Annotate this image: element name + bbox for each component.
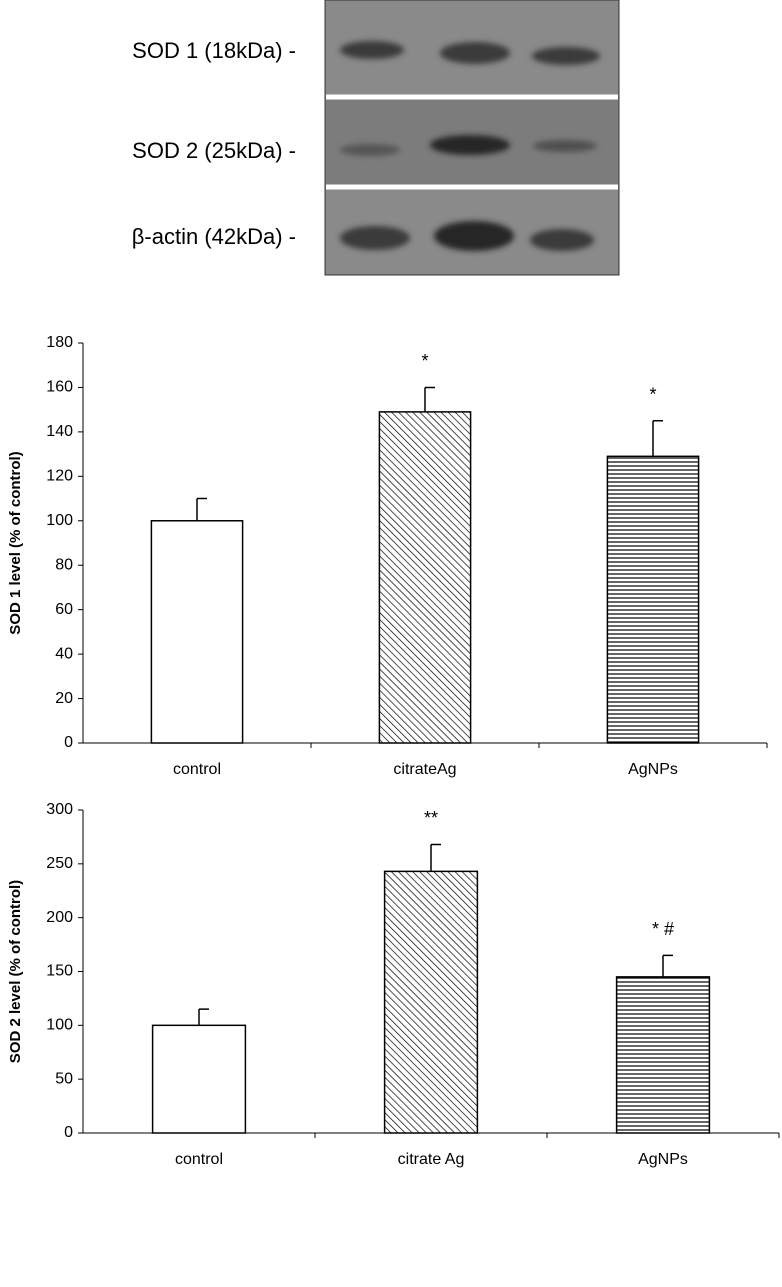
bar <box>150 520 244 744</box>
y-tick-label: 0 <box>64 1124 73 1141</box>
y-axis-label: SOD 2 level (% of control) <box>7 880 24 1063</box>
blot-label: SOD 2 (25kDa) - <box>132 138 296 163</box>
y-tick-label: 60 <box>55 601 73 618</box>
x-tick-label: AgNPs <box>628 761 678 778</box>
y-tick-label: 80 <box>55 556 73 573</box>
y-tick-label: 300 <box>46 801 73 818</box>
bar <box>383 870 479 1134</box>
annotation: * <box>421 351 428 371</box>
y-tick-label: 180 <box>46 334 73 351</box>
y-tick-label: 250 <box>46 855 73 872</box>
x-tick-label: citrate Ag <box>398 1151 465 1168</box>
error-bar <box>652 420 663 457</box>
bar <box>378 411 472 744</box>
annotation: ** <box>424 808 438 828</box>
blot-label: β-actin (42kDa) - <box>132 224 296 249</box>
x-tick-label: control <box>175 1151 223 1168</box>
x-tick-label: AgNPs <box>638 1151 688 1168</box>
error-bar <box>662 954 673 977</box>
y-tick-label: 100 <box>46 1017 73 1034</box>
y-tick-label: 120 <box>46 468 73 485</box>
annotation: * # <box>652 919 674 939</box>
bar <box>151 1024 247 1134</box>
bar <box>606 455 700 744</box>
blot-label: SOD 1 (18kDa) - <box>132 38 296 63</box>
y-axis-label: SOD 1 level (% of control) <box>7 451 24 634</box>
annotation: * <box>649 385 656 405</box>
error-bar <box>430 843 441 872</box>
x-tick-label: control <box>173 761 221 778</box>
error-bar <box>424 386 435 412</box>
y-tick-label: 20 <box>55 690 73 707</box>
y-tick-label: 200 <box>46 909 73 926</box>
x-tick-label: citrateAg <box>393 761 456 778</box>
y-tick-label: 160 <box>46 379 73 396</box>
y-tick-label: 100 <box>46 512 73 529</box>
error-bar <box>198 1008 209 1026</box>
blot-image <box>324 0 620 276</box>
y-tick-label: 140 <box>46 423 73 440</box>
y-tick-label: 150 <box>46 963 73 980</box>
bar <box>615 976 711 1134</box>
y-tick-label: 50 <box>55 1070 73 1087</box>
error-bar <box>196 497 207 521</box>
y-tick-label: 40 <box>55 645 73 662</box>
y-tick-label: 0 <box>64 734 73 751</box>
